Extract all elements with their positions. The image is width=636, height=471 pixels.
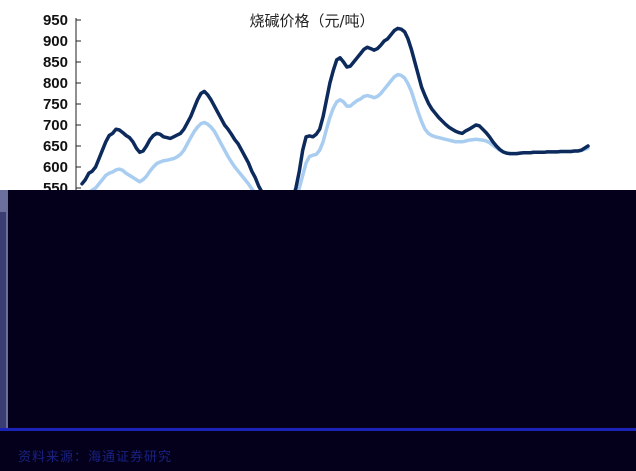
overlay-side-strip xyxy=(0,212,6,430)
series-line-dark xyxy=(80,26,590,211)
series-lines xyxy=(80,26,590,211)
series-line-light xyxy=(80,72,590,211)
y-tick-label: 800 xyxy=(43,75,68,92)
y-tick-label: 750 xyxy=(43,96,68,113)
overlay-divider-rule xyxy=(0,428,636,431)
y-tick-label: 650 xyxy=(43,138,68,155)
source-note: 资料来源：海通证券研究 xyxy=(18,450,173,465)
chart-title: 烧碱价格（元/吨） xyxy=(249,12,374,30)
y-tick-label: 700 xyxy=(43,117,68,134)
y-tick-label: 600 xyxy=(43,159,68,176)
y-tick-label: 900 xyxy=(43,33,68,50)
y-tick-label: 950 xyxy=(43,12,68,29)
dark-overlay-panel xyxy=(0,190,636,471)
y-tick-label: 850 xyxy=(43,54,68,71)
